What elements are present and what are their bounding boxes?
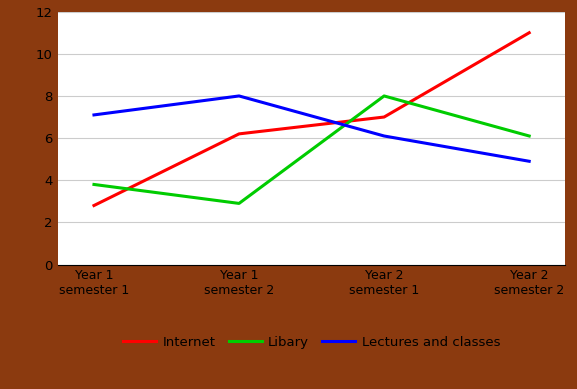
Legend: Internet, Libary, Lectures and classes: Internet, Libary, Lectures and classes xyxy=(118,330,505,354)
